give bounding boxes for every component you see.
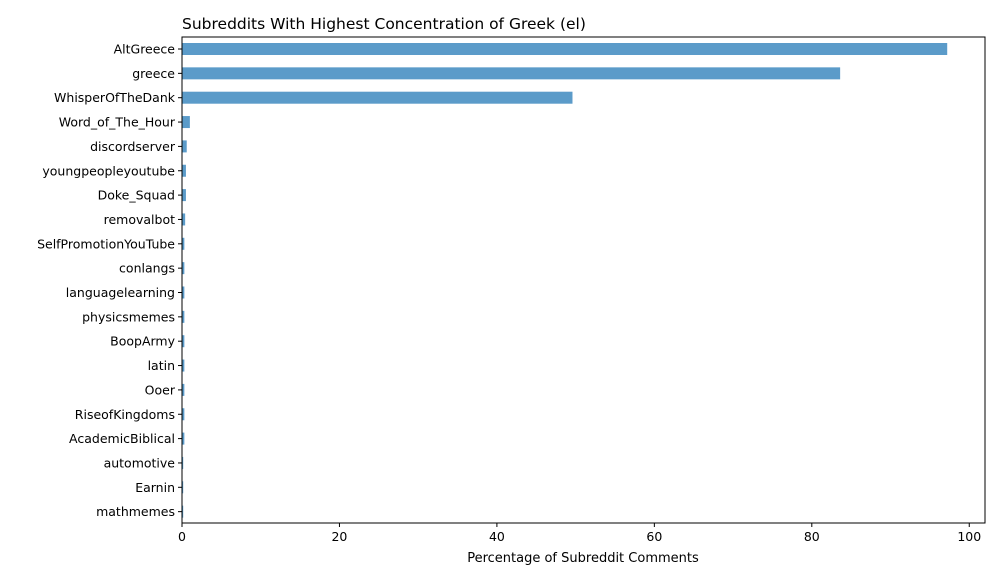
y-tick-label: conlangs	[119, 261, 175, 276]
bar-AcademicBiblical	[182, 432, 185, 445]
y-tick-label: discordserver	[90, 139, 176, 154]
bar-Ooer	[182, 383, 185, 396]
y-tick-label: Word_of_The_Hour	[59, 115, 176, 130]
x-tick-label: 40	[489, 529, 505, 544]
y-tick-label: greece	[132, 66, 175, 81]
bar-languagelearning	[182, 286, 185, 299]
bar-youngpeopleyoutube	[182, 164, 186, 177]
y-tick-label: removalbot	[104, 212, 175, 227]
y-tick-label: AltGreece	[114, 42, 176, 57]
x-axis: 0 20 40 60 80 100	[178, 523, 981, 544]
y-tick-label: mathmemes	[96, 504, 175, 519]
bars-group	[182, 43, 948, 518]
y-tick-label: latin	[148, 358, 175, 373]
bar-AltGreece	[182, 43, 948, 55]
x-tick-label: 60	[646, 529, 662, 544]
bar-discordserver	[182, 140, 187, 153]
y-tick-label: AcademicBiblical	[69, 431, 175, 446]
x-tick-label: 0	[178, 529, 186, 544]
bar-Earnin	[182, 481, 184, 494]
y-tick-label: physicsmemes	[82, 309, 175, 324]
x-tick-label: 100	[957, 529, 981, 544]
y-tick-label: languagelearning	[66, 285, 175, 300]
x-tick-label: 80	[804, 529, 820, 544]
bar-mathmemes	[182, 505, 184, 518]
y-tick-label: automotive	[104, 455, 176, 470]
y-tick-label: Doke_Squad	[98, 188, 175, 203]
y-tick-label: Earnin	[135, 480, 175, 495]
x-tick-label: 20	[331, 529, 347, 544]
bar-WhisperOfTheDank	[182, 91, 573, 104]
x-axis-label: Percentage of Subreddit Comments	[467, 551, 699, 566]
y-tick-label: SelfPromotionYouTube	[37, 236, 175, 251]
bar-latin	[182, 359, 185, 372]
y-axis: AltGreece greece WhisperOfTheDank Word_of_T…	[37, 42, 182, 519]
bar-BoopArmy	[182, 335, 185, 348]
y-tick-label: BoopArmy	[110, 334, 175, 349]
bar-physicsmemes	[182, 310, 185, 323]
bar-SelfPromotionYouTube	[182, 237, 185, 250]
bar-conlangs	[182, 262, 185, 275]
bar-greece	[182, 67, 841, 80]
y-tick-label: youngpeopleyoutube	[42, 163, 175, 178]
y-tick-label: RiseofKingdoms	[75, 407, 175, 422]
chart-title: Subreddits With Highest Concentration of…	[182, 15, 586, 33]
y-tick-label: Ooer	[145, 382, 176, 397]
bar-RiseofKingdoms	[182, 408, 185, 421]
bar-Doke_Squad	[182, 189, 186, 202]
bar-Word_of_The_Hour	[182, 116, 190, 129]
y-tick-label: WhisperOfTheDank	[54, 90, 176, 105]
bar-removalbot	[182, 213, 186, 226]
plot-frame	[181, 36, 986, 524]
bar-automotive	[182, 456, 184, 469]
